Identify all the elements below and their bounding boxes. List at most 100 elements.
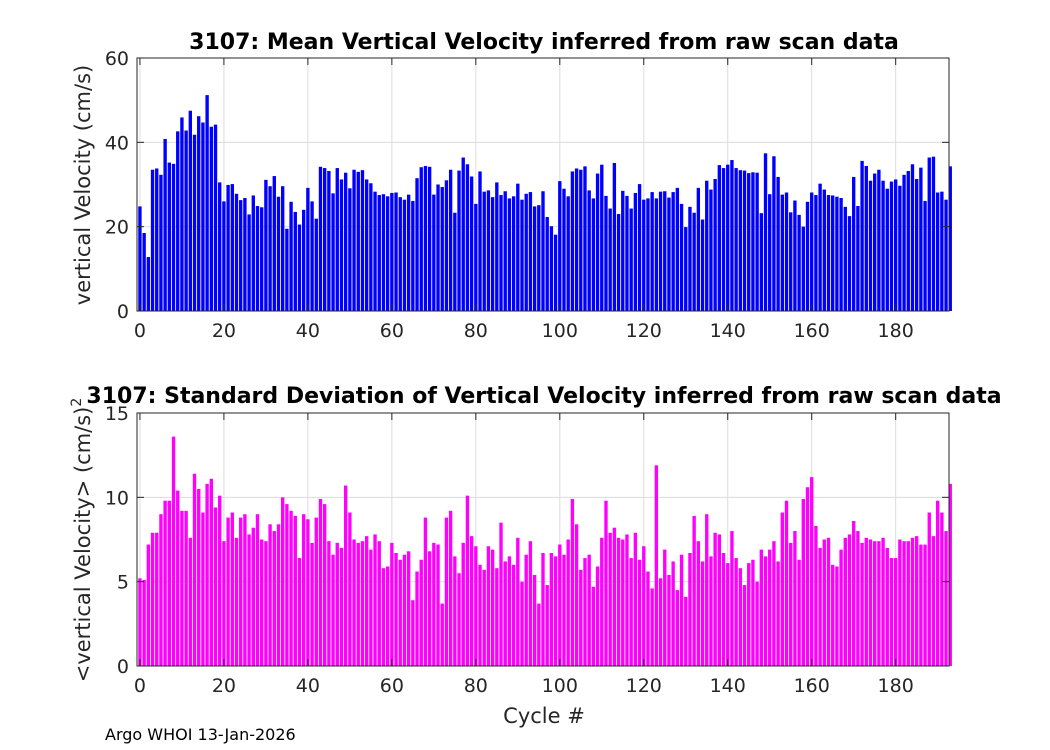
- mean-velocity-bar: [864, 165, 868, 311]
- mean-velocity-bar: [671, 192, 675, 311]
- mean-velocity-bar: [654, 198, 659, 311]
- std-velocity-bar: [448, 510, 453, 666]
- std-velocity-ticks: 0 20 40 60 80 100 120 140 160 180 0 5 10 15: [105, 403, 949, 697]
- mean-velocity-bar: [583, 166, 587, 311]
- std-velocity-xtick-label: 100: [542, 675, 578, 697]
- mean-velocity-bar: [318, 166, 323, 311]
- mean-velocity-bar: [801, 226, 805, 311]
- mean-velocity-bar: [188, 110, 193, 311]
- std-velocity-bar: [310, 542, 314, 666]
- mean-velocity-bar: [679, 203, 684, 311]
- std-velocity-bar: [453, 556, 457, 666]
- mean-velocity-bar: [545, 216, 549, 311]
- mean-velocity-xtick-label: 140: [710, 320, 746, 342]
- mean-velocity-bar: [923, 200, 927, 311]
- std-velocity-bar: [877, 541, 881, 666]
- std-velocity-bar: [163, 500, 167, 666]
- std-velocity-bar: [889, 558, 894, 666]
- mean-velocity-bar: [637, 184, 642, 311]
- mean-velocity-bar: [889, 181, 894, 311]
- mean-velocity-bar: [570, 171, 575, 311]
- mean-velocity-bar: [709, 189, 713, 311]
- mean-velocity-bar: [667, 197, 671, 311]
- std-velocity-ylabel-text: <vertical Velocity> (cm/s): [71, 407, 95, 683]
- mean-velocity-xtick-label: 80: [464, 320, 488, 342]
- std-velocity-bar: [721, 552, 726, 666]
- std-velocity-bar: [465, 495, 470, 666]
- std-velocity-bar: [322, 504, 327, 666]
- mean-velocity-bar: [759, 213, 764, 311]
- mean-velocity-bar: [163, 138, 167, 311]
- std-velocity-bar: [642, 546, 646, 666]
- mean-velocity-bar: [230, 184, 234, 311]
- std-velocity-bar: [553, 556, 558, 666]
- mean-velocity-bar: [822, 189, 826, 311]
- std-velocity-bar: [239, 517, 243, 666]
- std-velocity-bar: [839, 549, 843, 666]
- mean-velocity-bar: [268, 186, 272, 311]
- std-velocity-bar: [394, 552, 398, 666]
- std-velocity-bar: [213, 507, 218, 666]
- std-velocity-ytick-label: 0: [117, 656, 129, 678]
- std-velocity-bar: [423, 517, 428, 666]
- mean-velocity-xtick-label: 20: [212, 320, 236, 342]
- mean-velocity-bar: [646, 198, 650, 311]
- std-velocity-bar: [709, 556, 713, 666]
- std-velocity-bar: [331, 554, 335, 666]
- mean-velocity-bar: [205, 95, 209, 312]
- mean-velocity-bar: [180, 117, 184, 311]
- std-velocity-bar: [944, 531, 948, 666]
- std-velocity-bar: [831, 564, 835, 666]
- mean-velocity-bar: [873, 173, 877, 311]
- mean-velocity-xtick-label: 0: [134, 320, 146, 342]
- std-velocity-bar: [713, 532, 717, 666]
- mean-velocity-bar: [898, 185, 902, 311]
- mean-velocity-bar: [747, 173, 751, 311]
- mean-velocity-bar: [927, 157, 931, 311]
- mean-velocity-bar: [373, 191, 377, 311]
- mean-velocity-bar: [629, 208, 633, 311]
- std-velocity-bar: [180, 510, 184, 666]
- mean-velocity-bar: [176, 131, 180, 311]
- std-velocity-bar: [264, 541, 268, 666]
- mean-velocity-bar: [209, 126, 213, 312]
- std-velocity-axes-box: [136, 412, 950, 667]
- mean-velocity-bar: [780, 194, 784, 311]
- mean-velocity-bar: [490, 197, 495, 311]
- std-velocity-bar: [255, 514, 260, 666]
- mean-velocity-bar: [457, 170, 461, 311]
- mean-velocity-bar: [562, 188, 566, 311]
- std-velocity-bar: [780, 512, 784, 666]
- std-velocity-bar: [604, 500, 608, 666]
- std-velocity-bar: [419, 559, 423, 666]
- std-velocity-bar: [751, 559, 755, 666]
- mean-velocity-bar: [385, 196, 390, 311]
- std-velocity-bar: [197, 488, 201, 666]
- mean-velocity-bar: [692, 212, 696, 311]
- std-velocity-bar: [234, 537, 239, 666]
- mean-velocity-bar: [600, 164, 604, 311]
- mean-velocity-bar: [398, 197, 402, 311]
- std-velocity-bar: [579, 569, 583, 666]
- mean-velocity-bar: [574, 168, 579, 311]
- std-velocity-bar: [646, 571, 650, 666]
- mean-velocity-bar: [549, 226, 554, 311]
- std-velocity-bar: [209, 478, 213, 666]
- mean-velocity-bar: [860, 160, 864, 311]
- mean-velocity-bar: [331, 193, 335, 311]
- mean-velocity-bar: [616, 214, 621, 311]
- mean-velocity-bar: [608, 208, 612, 311]
- std-velocity-bar: [914, 536, 919, 666]
- mean-velocity-bar: [940, 191, 944, 311]
- mean-velocity-bar: [272, 176, 276, 311]
- std-velocity-bar: [801, 499, 805, 666]
- std-velocity-bar: [503, 561, 507, 666]
- std-velocity-bar: [902, 541, 906, 666]
- mean-velocity-bar: [440, 187, 444, 311]
- mean-velocity-bar: [814, 195, 818, 311]
- std-velocity-bar: [276, 524, 281, 666]
- mean-velocity-bar: [146, 257, 151, 311]
- std-velocity-bar: [427, 551, 432, 666]
- mean-velocity-bar: [713, 179, 717, 311]
- mean-velocity-bar: [541, 191, 545, 311]
